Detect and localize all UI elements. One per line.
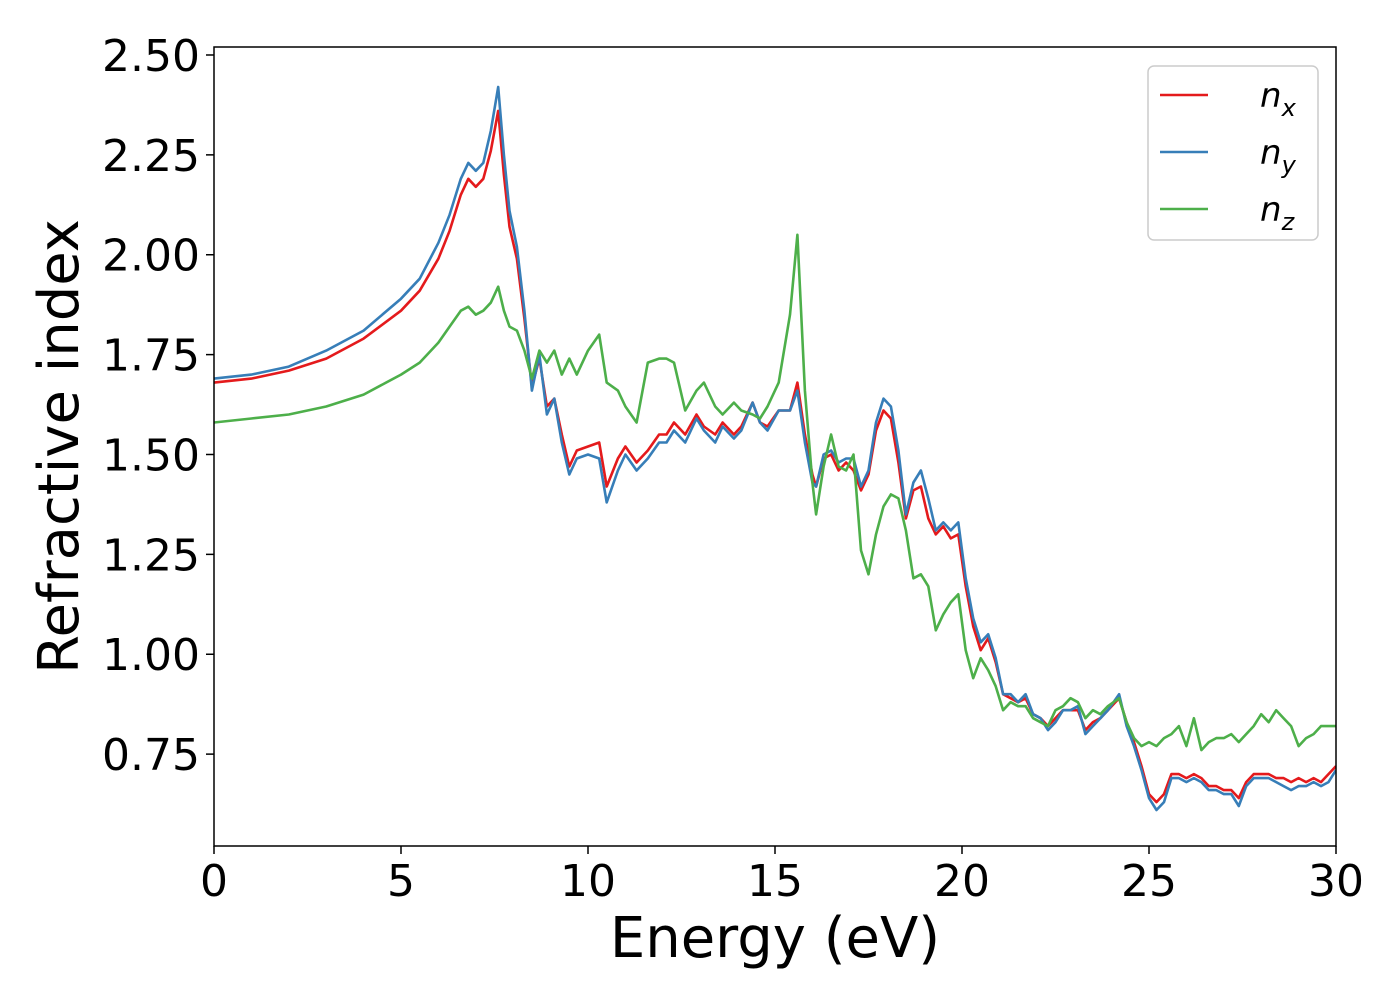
x-axis: 0 5 10 15 20 25 30	[200, 846, 1364, 907]
y-tick-label: 1.50	[102, 430, 200, 481]
x-axis-title: Energy (eV)	[610, 906, 940, 971]
y-tick-label: 1.25	[102, 530, 200, 581]
legend-box	[1147, 65, 1319, 241]
x-tick-label: 25	[1121, 856, 1177, 907]
legend-label-nx: nx	[1260, 76, 1297, 122]
plot-area	[214, 85, 1336, 812]
x-tick-label: 5	[387, 856, 415, 907]
legend: nx ny nz	[1147, 65, 1319, 241]
series-line-nz	[214, 233, 1336, 752]
y-tick-label: 1.00	[102, 630, 200, 681]
x-tick-label: 20	[934, 856, 990, 907]
y-tick-label: 2.00	[102, 231, 200, 282]
y-tick-label: 0.75	[102, 730, 200, 781]
y-axis-title: Refractive index	[27, 219, 92, 674]
x-tick-label: 15	[747, 856, 803, 907]
x-tick-label: 30	[1308, 856, 1364, 907]
y-axis: 0.75 1.00 1.25 1.50 1.75 2.00 2.25 2.50	[102, 31, 214, 781]
legend-label-ny: ny	[1260, 133, 1297, 179]
x-tick-label: 10	[560, 856, 616, 907]
y-tick-label: 1.75	[102, 331, 200, 382]
y-tick-label: 2.50	[102, 31, 200, 82]
y-tick-label: 2.25	[102, 131, 200, 182]
plot-frame	[213, 46, 1337, 847]
x-tick-label: 0	[200, 856, 228, 907]
legend-label-nz: nz	[1260, 190, 1296, 236]
